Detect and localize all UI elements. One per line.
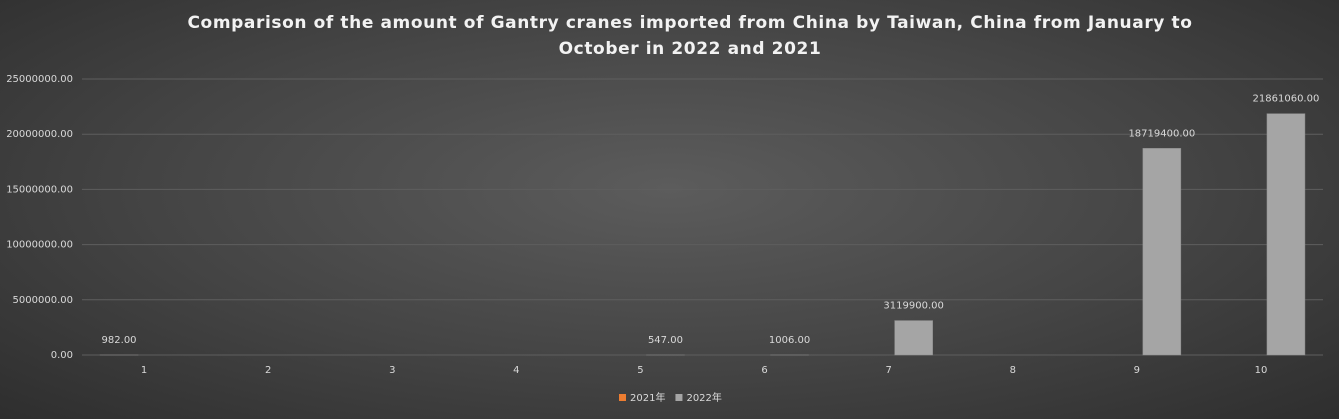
data-label: 982.00 bbox=[102, 335, 137, 346]
chart-title: Comparison of the amount of Gantry crane… bbox=[187, 13, 1193, 59]
x-tick-label: 1 bbox=[141, 365, 147, 376]
y-tick-label: 0.00 bbox=[51, 350, 73, 361]
y-tick-label: 5000000.00 bbox=[13, 295, 73, 306]
y-tick-label: 20000000.00 bbox=[6, 129, 73, 140]
bar bbox=[1142, 148, 1182, 356]
data-label: 3119900.00 bbox=[883, 301, 943, 312]
legend-label: 2021年 bbox=[630, 391, 665, 404]
x-tick-label: 8 bbox=[1010, 365, 1016, 376]
legend-swatch bbox=[675, 394, 683, 401]
x-tick-label: 6 bbox=[761, 365, 767, 376]
legend-swatch bbox=[619, 394, 626, 401]
legend-label: 2022年 bbox=[686, 391, 721, 404]
data-label: 547.00 bbox=[648, 335, 683, 346]
x-tick-label: 9 bbox=[1134, 365, 1140, 376]
data-label: 21861060.00 bbox=[1253, 94, 1320, 105]
x-tick-label: 10 bbox=[1255, 365, 1268, 376]
y-tick-label: 25000000.00 bbox=[6, 74, 73, 85]
data-label: 1006.00 bbox=[769, 335, 810, 346]
bar bbox=[894, 320, 933, 356]
bar bbox=[1266, 113, 1306, 356]
x-tick-label: 4 bbox=[513, 365, 519, 376]
y-tick-label: 10000000.00 bbox=[6, 240, 73, 251]
x-tick-label: 7 bbox=[885, 365, 891, 376]
x-tick-label: 5 bbox=[637, 365, 643, 376]
data-label: 18719400.00 bbox=[1128, 128, 1195, 139]
x-tick-label: 2 bbox=[265, 365, 271, 376]
y-tick-label: 15000000.00 bbox=[6, 184, 73, 195]
x-tick-label: 3 bbox=[389, 365, 395, 376]
